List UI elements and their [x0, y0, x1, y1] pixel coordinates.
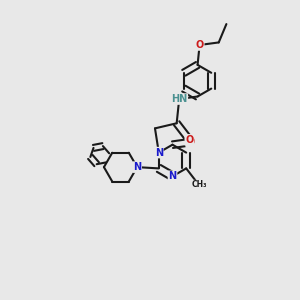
Text: N: N	[133, 162, 141, 172]
Text: N: N	[155, 148, 163, 158]
Text: O: O	[196, 40, 204, 50]
Text: O: O	[186, 137, 194, 147]
Text: N: N	[168, 171, 177, 181]
Text: CH₃: CH₃	[191, 181, 207, 190]
Text: HN: HN	[171, 94, 187, 104]
Text: O: O	[185, 135, 194, 145]
